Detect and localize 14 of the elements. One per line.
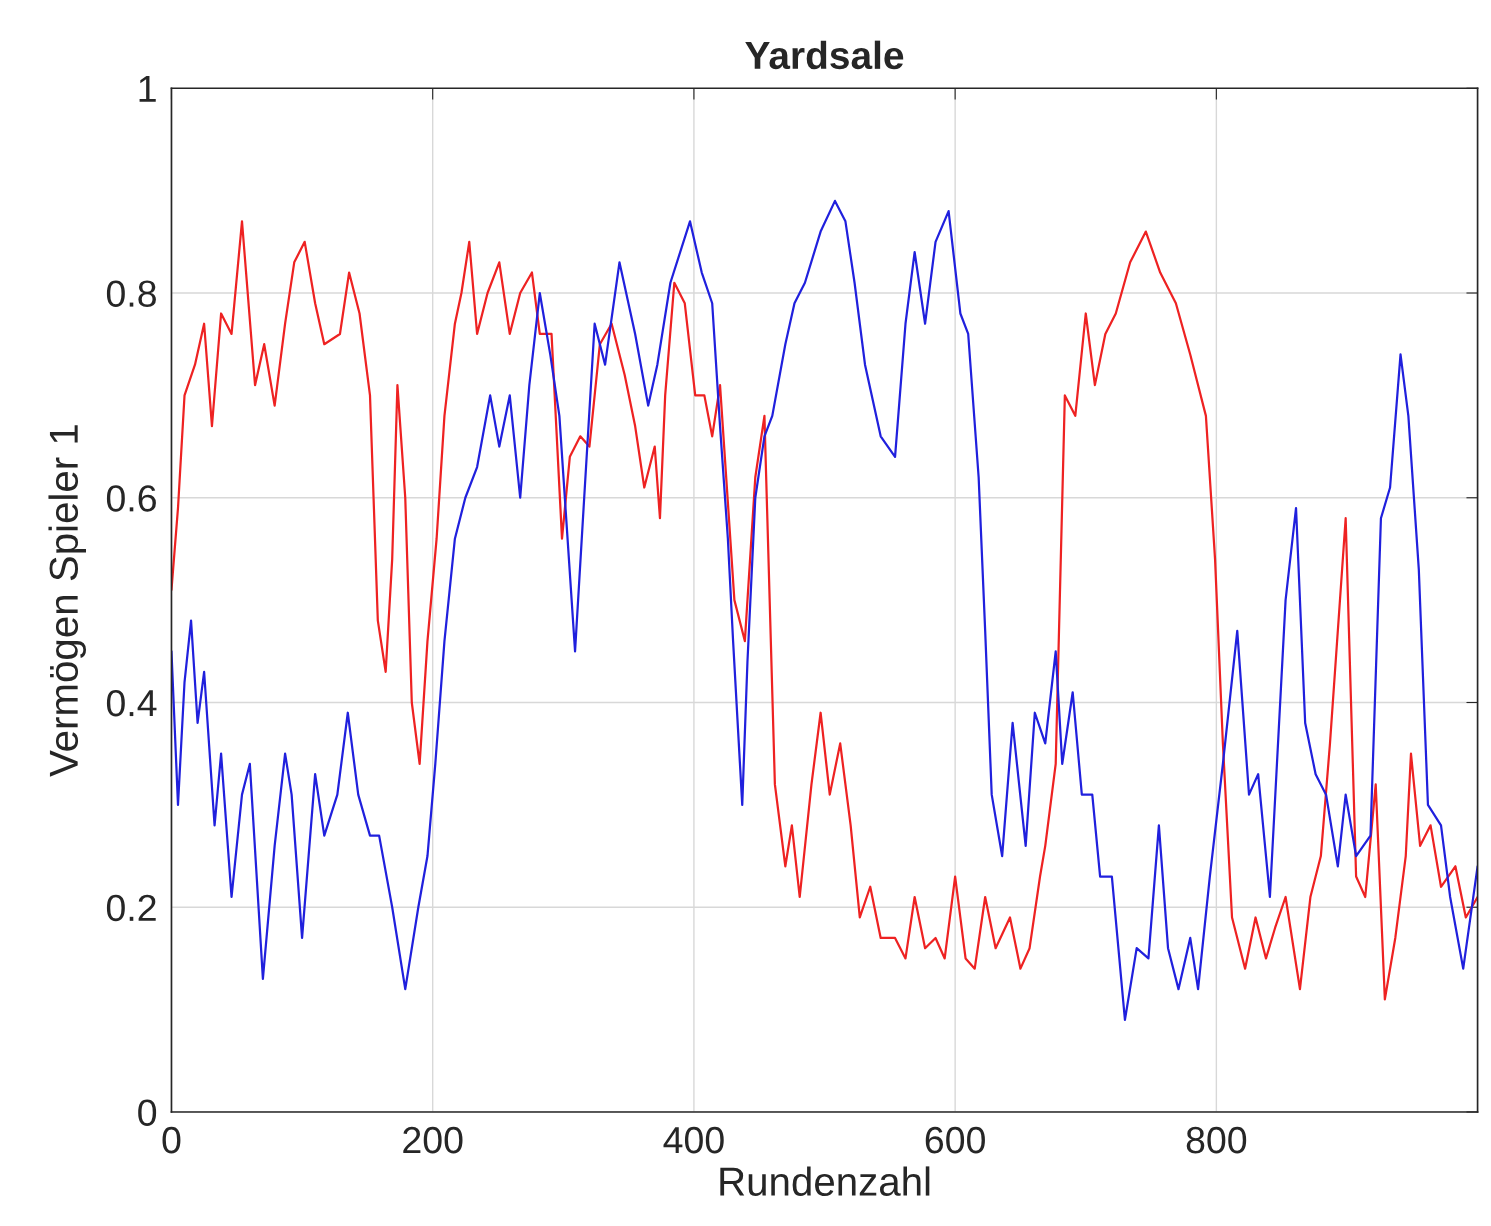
y-tick-label: 0 [138, 1099, 157, 1126]
y-tick-label: 0.6 [106, 485, 156, 512]
x-axis-title: Rundenzahl [720, 1166, 930, 1196]
x-tick-label: 200 [403, 1126, 463, 1154]
x-tick-label: 600 [925, 1126, 985, 1154]
y-tick-label: 0.8 [106, 280, 156, 307]
y-tick-label: 0.4 [106, 689, 157, 717]
y-tick-label: 1 [139, 76, 156, 102]
y-tick-label: 0.2 [106, 894, 156, 922]
x-tick-label: 400 [663, 1126, 724, 1154]
chart-title: Yardsale [745, 40, 904, 70]
x-tick-label: 0 [162, 1126, 181, 1154]
x-tick-label: 800 [1186, 1126, 1247, 1154]
y-axis-title: Vermögen Spieler 1 [48, 425, 87, 777]
